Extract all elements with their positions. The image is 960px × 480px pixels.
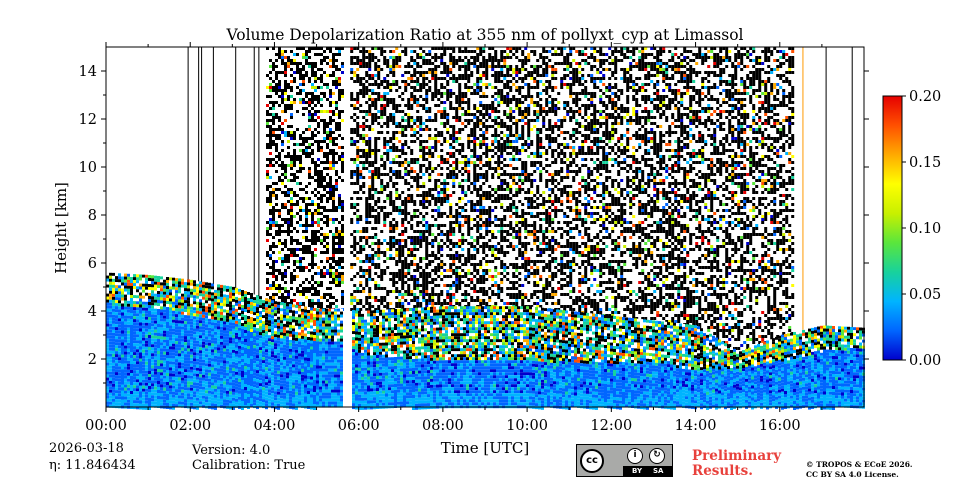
y-axis-label: Height [km]: [52, 182, 70, 274]
share-alike-icon: ↻: [649, 448, 665, 464]
cc-license-badge: cc i ↻ BY SA: [576, 444, 673, 477]
x-tick-label: 10:00: [506, 418, 548, 434]
colorbar-tick-label: 0.05: [909, 287, 941, 303]
preliminary-line-1: Preliminary: [692, 448, 782, 464]
by-label: BY: [632, 467, 643, 475]
version-text: Version: 4.0: [192, 443, 271, 458]
preliminary-notice: Preliminary Results.: [692, 449, 781, 479]
colorbar-scale: [882, 95, 903, 361]
y-tick-label: 2: [88, 352, 97, 368]
copyright-line-1: © TROPOS & ECoE 2026.: [806, 460, 913, 469]
x-axis-label: Time [UTC]: [441, 439, 530, 457]
vertical-lines: [187, 47, 853, 330]
x-tick-label: 16:00: [759, 418, 801, 434]
chart-title: Volume Depolarization Ratio at 355 nm of…: [226, 26, 744, 44]
x-tick-label: 06:00: [338, 418, 380, 434]
colorbar: 0.00 0.05 0.10 0.15 0.20: [882, 89, 941, 369]
y-tick-label: 8: [88, 208, 97, 224]
colorbar-tick-label: 0.10: [909, 221, 941, 237]
eta-value: η: 11.846434: [49, 458, 136, 473]
boundary-layer: [106, 272, 865, 410]
y-axis: 2 4 6 8 10 12 14: [79, 64, 869, 384]
calibration-text: Calibration: True: [192, 458, 306, 473]
x-tick-label: 04:00: [254, 418, 296, 434]
x-tick-label: 02:00: [169, 418, 211, 434]
colorbar-tick-label: 0.00: [909, 353, 941, 369]
x-tick-label: 14:00: [675, 418, 717, 434]
x-tick-label: 08:00: [422, 418, 464, 434]
colorbar-tick-label: 0.20: [909, 89, 941, 105]
y-tick-label: 12: [79, 112, 97, 128]
attribution-icon: i: [627, 448, 643, 464]
plot-area: [106, 47, 865, 410]
preliminary-line-2: Results.: [692, 463, 753, 479]
colorbar-tick-label: 0.15: [909, 155, 941, 171]
x-axis: 00:00 02:00 04:00 06:00 08:00 10:00 12:00 14:00…: [85, 42, 823, 434]
y-tick-label: 4: [88, 304, 97, 320]
y-tick-label: 10: [79, 160, 97, 176]
x-tick-label: 00:00: [85, 418, 127, 434]
x-tick-label: 12:00: [590, 418, 632, 434]
copyright-line-2: CC BY SA 4.0 License.: [806, 470, 899, 479]
y-tick-label: 14: [79, 64, 97, 80]
measurement-date: 2026-03-18: [49, 441, 124, 456]
cc-icon: cc: [580, 449, 604, 473]
noise-layer: [266, 47, 795, 350]
y-tick-label: 6: [88, 256, 97, 272]
sa-label: SA: [653, 467, 664, 475]
copyright-notice: © TROPOS & ECoE 2026. CC BY SA 4.0 Licen…: [806, 460, 913, 480]
